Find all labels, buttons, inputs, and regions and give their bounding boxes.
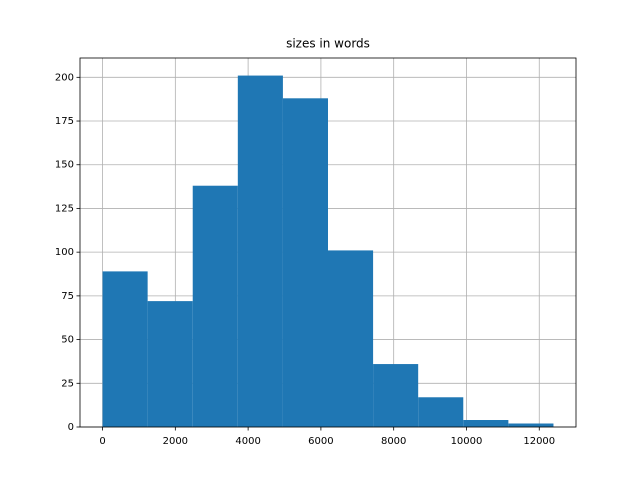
bar: [102, 271, 148, 427]
bar: [192, 185, 238, 427]
y-tick-label: 25: [61, 378, 74, 389]
x-tick-label: 10000: [451, 436, 483, 447]
bar: [328, 250, 374, 427]
axes-frame: [79, 57, 577, 428]
bar: [418, 397, 464, 427]
y-tick-label: 100: [55, 247, 74, 258]
chart-title: sizes in words: [286, 37, 370, 51]
x-tick-label: 6000: [308, 436, 333, 447]
bar: [282, 98, 328, 428]
x-tick-label: 0: [99, 436, 105, 447]
y-tick-label: 175: [55, 116, 74, 127]
bar: [463, 420, 509, 427]
y-tick-label: 0: [68, 422, 74, 433]
bar: [237, 75, 283, 428]
bar: [147, 301, 193, 427]
x-tick-label: 12000: [523, 436, 555, 447]
x-tick-label: 4000: [235, 436, 260, 447]
bar: [508, 423, 554, 427]
y-tick-label: 200: [55, 72, 74, 83]
y-tick-label: 75: [61, 291, 74, 302]
y-tick-label: 150: [55, 160, 74, 171]
x-tick-label: 8000: [381, 436, 406, 447]
y-tick-label: 125: [55, 203, 74, 214]
x-tick-label: 2000: [163, 436, 188, 447]
y-tick-label: 50: [61, 335, 74, 346]
bar: [373, 364, 419, 427]
